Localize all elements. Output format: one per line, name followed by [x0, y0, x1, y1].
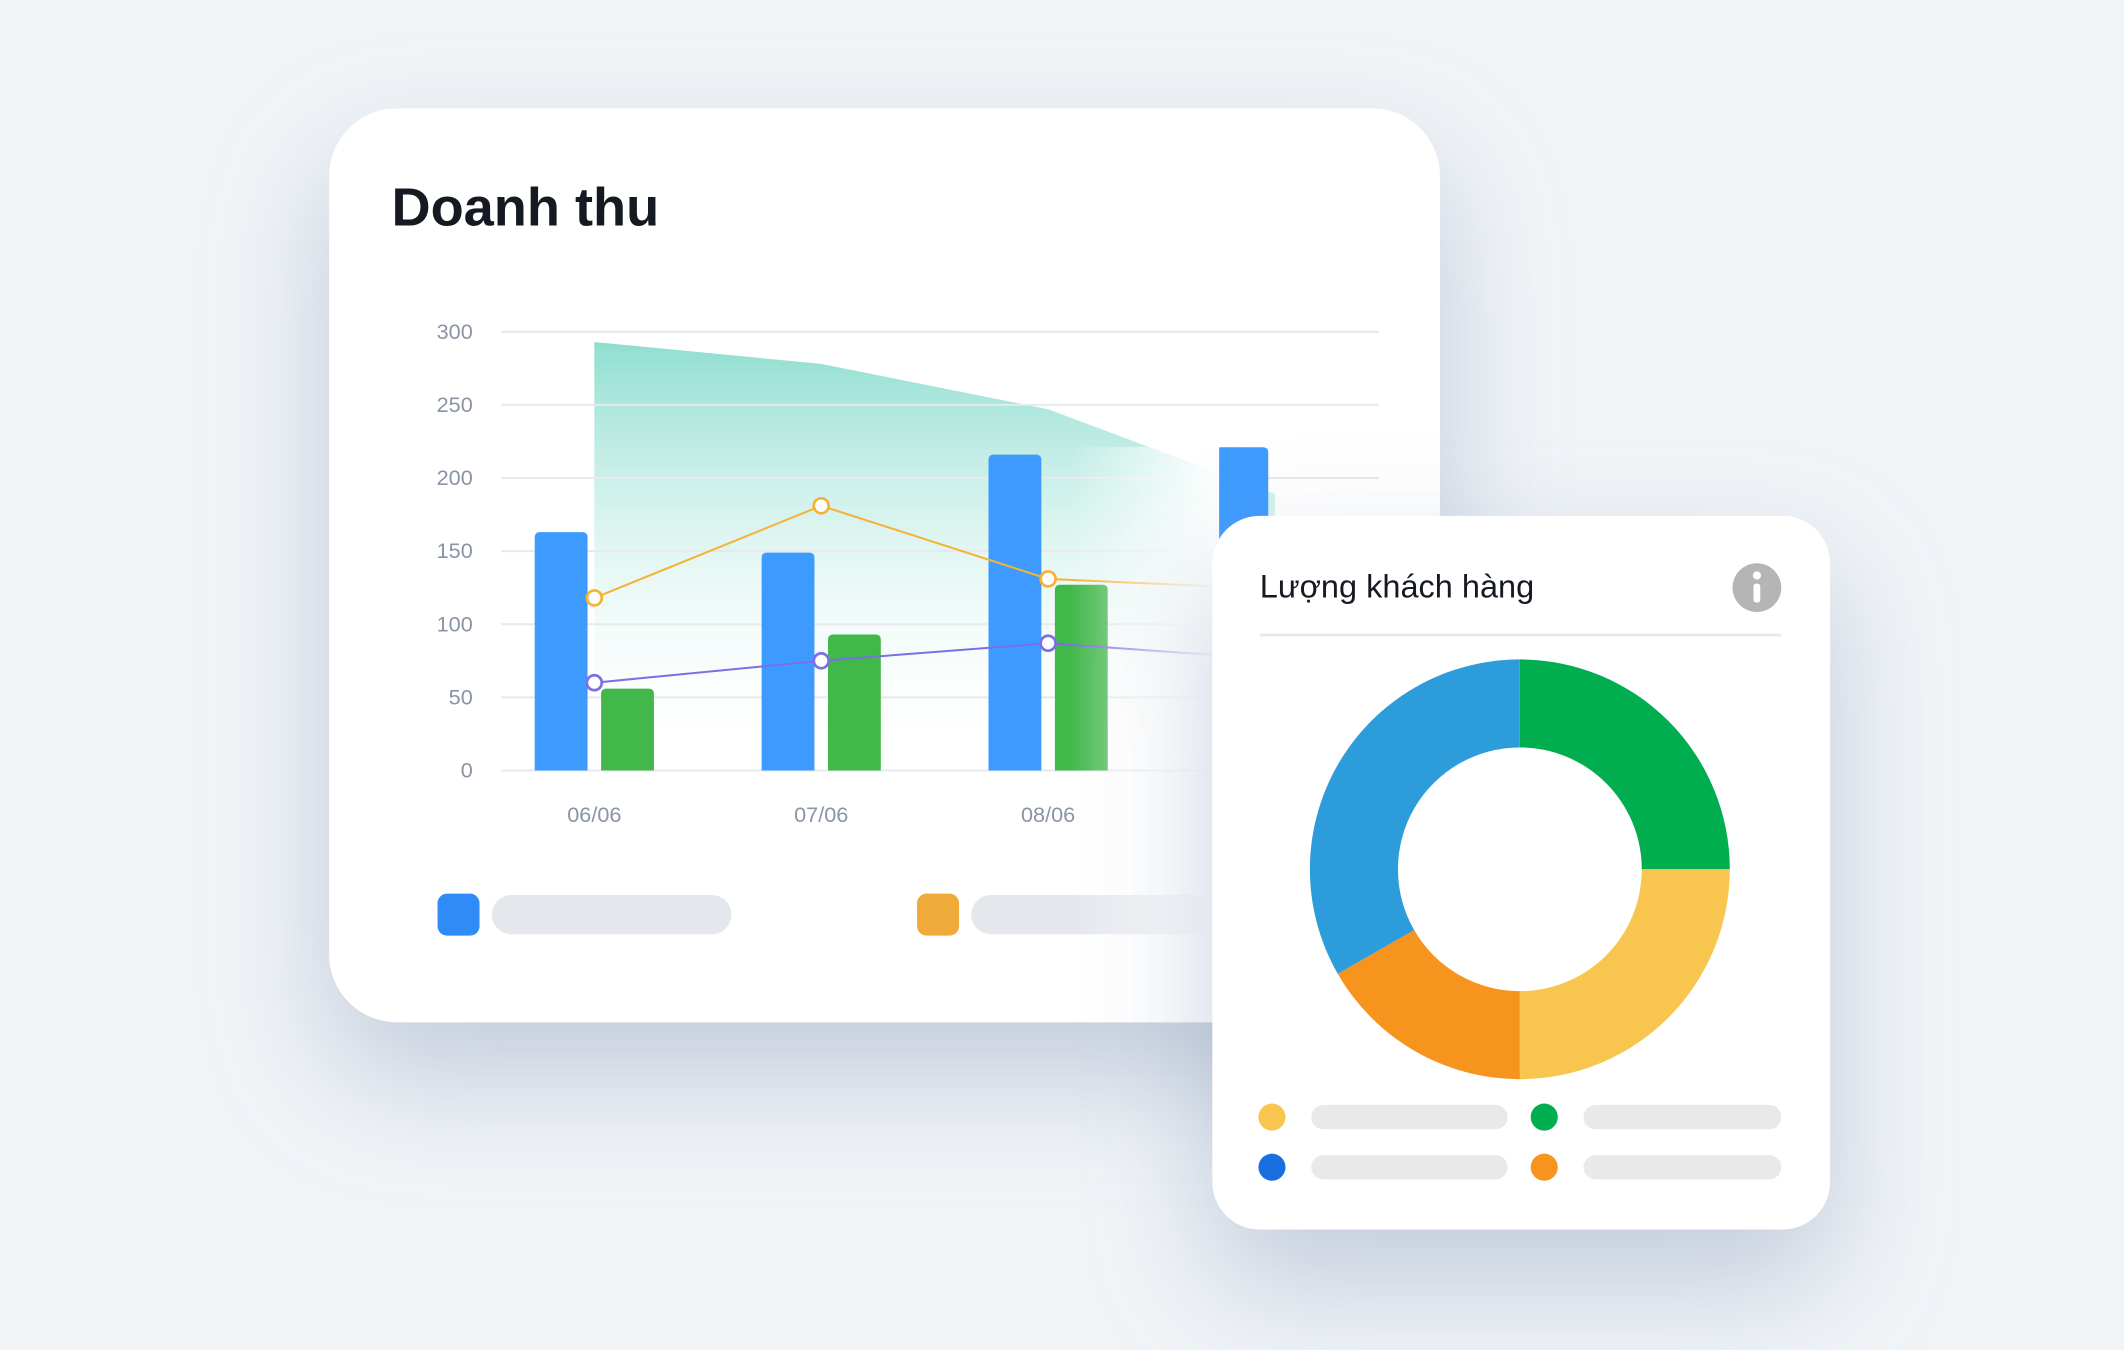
plot-overlay: 0 50 100 150 200 250 300 06/06 07/06 08/06: [437, 319, 1076, 827]
fade: [1070, 446, 1220, 1023]
x-tick-label: 06/06: [567, 802, 621, 827]
point: [1039, 570, 1057, 588]
customer-card: [1212, 515, 1831, 1230]
legend-dot: [1258, 1103, 1286, 1131]
legend-placeholder: [1311, 1155, 1508, 1180]
point: [585, 589, 604, 607]
x-tick-label: 08/06: [1021, 802, 1075, 827]
y-tick-label: 150: [437, 538, 473, 563]
donut: [1309, 659, 1730, 1080]
donut-segment: [1337, 930, 1520, 1080]
legend-dot: [1530, 1103, 1558, 1131]
donut-segment: [1309, 659, 1520, 974]
y-tick-label: 100: [437, 611, 473, 636]
point: [812, 496, 831, 515]
y-tick-label: 300: [437, 319, 473, 344]
donut-segment: [1519, 659, 1730, 870]
card-title: Lượng khách hàng: [1260, 569, 1534, 605]
bar: [827, 634, 881, 771]
legend-placeholder: [1583, 1155, 1782, 1180]
point: [585, 673, 604, 692]
bar: [534, 532, 588, 771]
card-title: Doanh thu: [391, 178, 659, 238]
info-icon-dot: [1752, 571, 1761, 580]
legend-placeholder: [1311, 1104, 1508, 1130]
legend-placeholder: [1583, 1104, 1782, 1130]
legend-dot: [1258, 1153, 1286, 1181]
bar: [601, 688, 654, 771]
legend-placeholder: [491, 895, 732, 935]
bar: [988, 454, 1042, 771]
point: [812, 651, 831, 670]
y-tick-label: 250: [437, 392, 473, 417]
legend-dot: [1530, 1153, 1558, 1181]
y-tick-label: 50: [449, 684, 473, 709]
y-tick-label: 200: [437, 465, 473, 490]
donut-segment: [1519, 869, 1730, 1080]
point: [1039, 634, 1057, 653]
x-tick-label: 07/06: [794, 802, 848, 827]
info-icon-bar: [1753, 583, 1761, 603]
legend-swatch: [917, 893, 960, 936]
y-tick-label: 0: [461, 758, 473, 783]
bar: [761, 552, 815, 771]
legend-swatch: [437, 893, 480, 936]
